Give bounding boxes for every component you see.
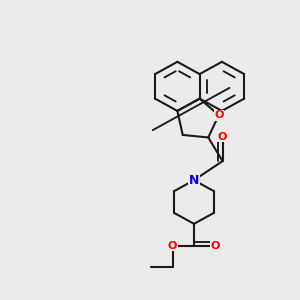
Text: N: N [189,174,199,187]
Text: O: O [214,110,224,120]
Text: O: O [168,241,177,251]
Text: O: O [218,132,227,142]
Text: O: O [211,241,220,251]
